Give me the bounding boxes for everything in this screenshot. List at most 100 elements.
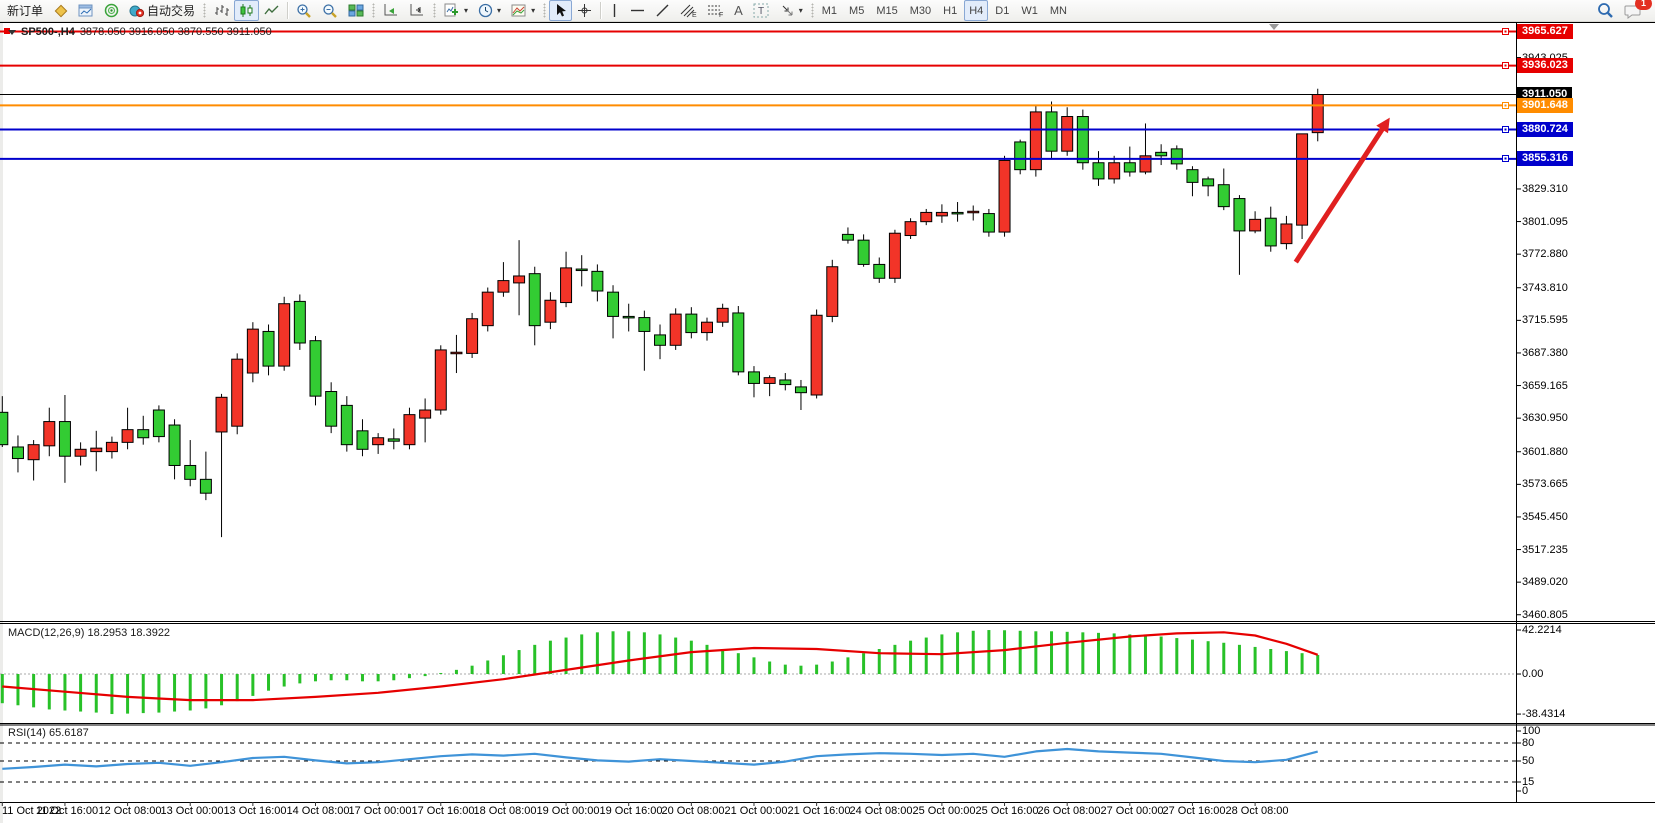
candle-body bbox=[575, 268, 588, 272]
auto-scroll-icon bbox=[384, 4, 398, 16]
candle-body bbox=[1045, 111, 1058, 152]
clock-icon bbox=[478, 3, 493, 18]
date-axis-label: 26 Oct 08:00 bbox=[1037, 805, 1101, 817]
timeframe-button-W1[interactable]: W1 bbox=[1016, 0, 1043, 21]
vertical-line-icon bbox=[613, 4, 616, 17]
timeframe-button-D1[interactable]: D1 bbox=[990, 0, 1014, 21]
label-tool-icon: T bbox=[753, 3, 769, 18]
date-axis-label: 21 Oct 00:00 bbox=[724, 805, 788, 817]
vertical-line-tool-button[interactable] bbox=[604, 0, 625, 21]
timeframe-button-M1[interactable]: M1 bbox=[817, 0, 842, 21]
horizontal-line-tool-button[interactable] bbox=[625, 0, 650, 21]
equidistant-channel-tool-button[interactable]: E bbox=[675, 0, 702, 21]
macd-axis-label: 0.00 bbox=[1522, 668, 1544, 680]
symbol-dropdown-icon[interactable] bbox=[8, 29, 16, 35]
price-level-badge: 3936.023 bbox=[1517, 58, 1573, 74]
chart-shift-button[interactable] bbox=[404, 0, 430, 21]
price-level-badge: 3855.316 bbox=[1517, 151, 1573, 167]
candle-body bbox=[873, 263, 886, 279]
open-chart-window-button[interactable] bbox=[73, 0, 99, 21]
zoom-in-button[interactable] bbox=[291, 0, 317, 21]
line-handle[interactable] bbox=[1502, 101, 1509, 109]
timeframe-label: M30 bbox=[909, 4, 932, 17]
candle-body bbox=[419, 409, 432, 419]
candle-body bbox=[669, 313, 682, 346]
candle-body bbox=[90, 447, 103, 453]
timeframe-button-MN[interactable]: MN bbox=[1045, 0, 1072, 21]
new-chart-button[interactable]: ▾ bbox=[439, 0, 473, 21]
template-icon bbox=[511, 4, 526, 17]
svg-text:E: E bbox=[692, 12, 697, 18]
timeframe-button-M30[interactable]: M30 bbox=[905, 0, 936, 21]
candle-body bbox=[1108, 162, 1121, 180]
zoom-out-button[interactable] bbox=[317, 0, 343, 21]
auto-scroll-button[interactable] bbox=[378, 0, 404, 21]
timeframe-label: M15 bbox=[876, 4, 898, 17]
trend-arrow-line[interactable] bbox=[1293, 124, 1387, 264]
line-handle[interactable] bbox=[1502, 27, 1509, 35]
trendline-icon bbox=[656, 4, 669, 17]
signals-icon bbox=[104, 3, 119, 18]
text-tool-button[interactable]: A bbox=[729, 0, 748, 21]
trend-arrow-head[interactable] bbox=[1376, 117, 1390, 134]
period-button[interactable]: ▾ bbox=[473, 0, 506, 21]
fibonacci-tool-button[interactable]: F bbox=[702, 0, 729, 21]
chart-shift-marker[interactable] bbox=[1269, 24, 1279, 30]
price-tick-label: 3460.805 bbox=[1522, 608, 1568, 621]
price-tick-label: 3801.095 bbox=[1522, 215, 1568, 228]
line-handle[interactable] bbox=[4, 28, 10, 35]
candle-body bbox=[1014, 141, 1027, 171]
timeframe-label: H1 bbox=[943, 4, 958, 17]
date-axis-label: 17 Oct 00:00 bbox=[348, 805, 412, 817]
signals-button[interactable] bbox=[99, 0, 124, 21]
bar-chart-type-button[interactable] bbox=[209, 0, 234, 21]
toolbar-grip[interactable] bbox=[810, 3, 814, 18]
line-handle[interactable] bbox=[1502, 62, 1509, 70]
candle-body bbox=[293, 300, 306, 344]
candle-body bbox=[246, 328, 259, 374]
date-axis-label: 18 Oct 08:00 bbox=[473, 805, 537, 817]
timeframe-label: D1 bbox=[995, 4, 1010, 17]
shapes-tool-button[interactable]: ▾ bbox=[775, 0, 808, 21]
notifications-button[interactable]: 1 bbox=[1619, 0, 1652, 21]
channel-icon: E bbox=[680, 4, 697, 18]
timeframe-button-M15[interactable]: M15 bbox=[871, 0, 902, 21]
candle-body bbox=[184, 464, 197, 480]
auto-trading-button[interactable]: 自动交易 bbox=[124, 0, 200, 21]
candle-body bbox=[654, 334, 667, 346]
candle-body bbox=[1186, 169, 1199, 183]
candle-body bbox=[779, 379, 792, 386]
timeframe-button-H4[interactable]: H4 bbox=[964, 0, 989, 21]
svg-text:F: F bbox=[719, 12, 723, 18]
chart-area[interactable] bbox=[0, 22, 1655, 823]
date-axis-label: 27 Oct 00:00 bbox=[1100, 805, 1164, 817]
search-icon bbox=[1598, 3, 1613, 18]
toolbar-grip[interactable] bbox=[433, 3, 437, 18]
candle-body bbox=[278, 303, 291, 367]
tile-windows-button[interactable] bbox=[343, 0, 369, 21]
line-chart-type-button[interactable] bbox=[259, 0, 284, 21]
line-handle[interactable] bbox=[1502, 155, 1509, 163]
new-order-button[interactable]: 新订单 bbox=[2, 0, 48, 21]
toolbar-grip[interactable] bbox=[372, 3, 376, 18]
trendline-tool-button[interactable] bbox=[650, 0, 675, 21]
timeframe-button-H1[interactable]: H1 bbox=[938, 0, 962, 21]
label-tool-button[interactable]: T bbox=[748, 0, 775, 21]
macd-signal-line bbox=[2, 631, 1319, 702]
toolbar-grip[interactable] bbox=[203, 3, 207, 18]
toolbar-grip[interactable] bbox=[543, 3, 547, 18]
line-handle[interactable] bbox=[1502, 126, 1509, 133]
crosshair-button[interactable] bbox=[572, 0, 597, 21]
search-button[interactable] bbox=[1592, 0, 1619, 21]
candle-body bbox=[935, 211, 948, 217]
timeframe-button-M5[interactable]: M5 bbox=[844, 0, 869, 21]
price-tick-label: 3715.595 bbox=[1522, 314, 1568, 327]
cursor-button[interactable] bbox=[549, 0, 573, 21]
date-axis-label: 20 Oct 08:00 bbox=[661, 805, 725, 817]
candle-body bbox=[450, 351, 463, 355]
market-watch-icon[interactable] bbox=[48, 0, 73, 21]
candle-body bbox=[11, 446, 24, 460]
candle-chart-type-button[interactable] bbox=[234, 0, 260, 21]
template-button[interactable]: ▾ bbox=[506, 0, 540, 21]
